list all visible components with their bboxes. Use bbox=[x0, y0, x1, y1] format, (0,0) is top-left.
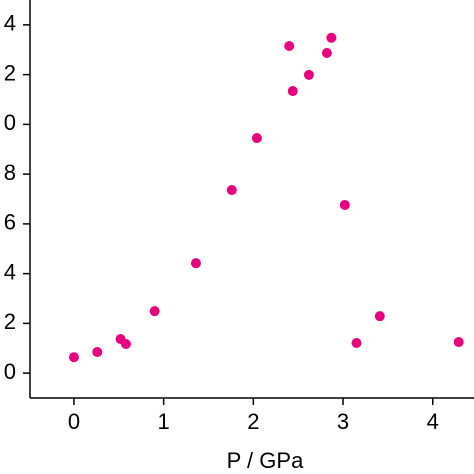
point bbox=[251, 133, 262, 144]
y-tick-label: 6 bbox=[4, 210, 16, 235]
x-tick-label: 1 bbox=[158, 409, 170, 434]
point bbox=[120, 339, 131, 350]
point bbox=[226, 185, 237, 196]
y-tick-label: 2 bbox=[4, 60, 16, 85]
y-tick-label: 0 bbox=[4, 110, 16, 135]
point bbox=[68, 352, 79, 363]
y-tick-label: 4 bbox=[4, 259, 16, 284]
y-tick-label: 8 bbox=[4, 160, 16, 185]
point bbox=[453, 337, 464, 348]
point bbox=[303, 69, 314, 80]
point bbox=[374, 311, 385, 322]
x-tick-label: 0 bbox=[68, 409, 80, 434]
point bbox=[339, 199, 350, 210]
y-tick-label: 4 bbox=[4, 11, 16, 36]
x-axis-label: P / GPa bbox=[227, 448, 304, 473]
y-tick-label: 0 bbox=[4, 359, 16, 384]
point bbox=[287, 86, 298, 97]
point bbox=[321, 47, 332, 58]
point bbox=[326, 32, 337, 43]
x-tick-label: 2 bbox=[247, 409, 259, 434]
point bbox=[92, 346, 103, 357]
point bbox=[351, 338, 362, 349]
x-tick-label: 3 bbox=[337, 409, 349, 434]
point bbox=[190, 258, 201, 269]
x-tick-label: 4 bbox=[427, 409, 439, 434]
point bbox=[149, 306, 160, 317]
point bbox=[284, 41, 295, 52]
y-tick-label: 2 bbox=[4, 309, 16, 334]
